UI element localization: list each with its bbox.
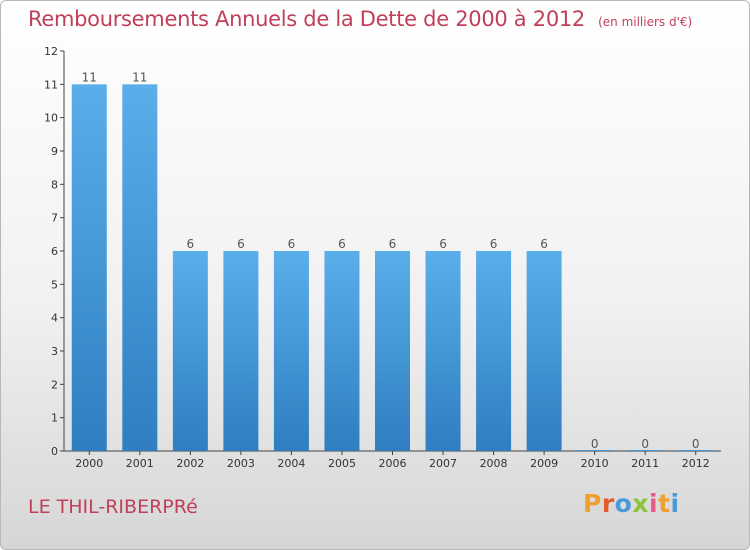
chart-title: Remboursements Annuels de la Dette de 20…	[28, 7, 585, 31]
commune-name: LE THIL-RIBERPRé	[28, 496, 198, 518]
data-label-2010: 0	[591, 437, 599, 451]
y-tick-label: 12	[44, 45, 58, 58]
x-tick-label: 2005	[328, 457, 356, 470]
x-tick-label: 2002	[176, 457, 204, 470]
bar-2006	[375, 251, 410, 451]
title-row: Remboursements Annuels de la Dette de 20…	[28, 7, 692, 31]
bar-2002	[172, 251, 208, 451]
x-tick-label: 2004	[277, 457, 305, 470]
logo-letter: o	[614, 489, 633, 518]
bar-2011	[627, 450, 663, 451]
data-label-2008: 6	[490, 237, 498, 251]
data-label-2001: 11	[132, 70, 147, 84]
chart-subtitle: (en milliers d'€)	[598, 15, 693, 29]
y-tick-label: 1	[51, 412, 58, 425]
y-tick-label: 7	[51, 212, 58, 225]
logo-letter: i	[649, 489, 659, 518]
x-tick-label: 2003	[227, 457, 255, 470]
x-tick-label: 2007	[429, 457, 457, 470]
y-tick-label: 8	[51, 178, 58, 191]
x-tick-label: 2011	[631, 457, 659, 470]
y-tick-label: 4	[51, 312, 58, 325]
data-labels: 11 11 6 6 6 6 6 6 6 6 0 0 0	[82, 70, 700, 451]
data-label-2000: 11	[82, 70, 97, 84]
y-tick-label: 0	[51, 445, 58, 458]
data-label-2006: 6	[389, 237, 397, 251]
logo-letter: P	[583, 489, 602, 518]
data-label-2003: 6	[237, 237, 245, 251]
data-label-2007: 6	[439, 237, 447, 251]
bar-2003	[223, 251, 259, 451]
x-tick-label: 2012	[682, 457, 710, 470]
bar-2005	[324, 251, 360, 451]
bar-2012	[678, 450, 714, 451]
y-tick-label: 5	[51, 278, 58, 291]
y-tick-label: 9	[51, 145, 58, 158]
x-tick-label: 2000	[75, 457, 103, 470]
bar-2000	[71, 84, 107, 451]
bar-2008	[476, 251, 512, 451]
y-tick-label: 6	[51, 245, 58, 258]
x-tick-label: 2006	[379, 457, 407, 470]
x-tick-label: 2008	[480, 457, 508, 470]
data-label-2004: 6	[288, 237, 296, 251]
data-label-2011: 0	[641, 437, 649, 451]
bar-2001	[122, 84, 158, 451]
proxiti-logo: Proxiti	[583, 489, 680, 518]
x-tick-label: 2009	[530, 457, 558, 470]
bar-2010	[577, 450, 613, 451]
bar-2007	[425, 251, 461, 451]
y-tick-label: 10	[44, 112, 58, 125]
logo-letter: r	[601, 489, 615, 518]
x-tick-label: 2001	[126, 457, 154, 470]
y-tick-label: 2	[51, 378, 58, 391]
data-label-2009: 6	[540, 237, 548, 251]
bars	[71, 84, 714, 451]
bar-2004	[273, 251, 309, 451]
y-tick-label: 3	[51, 345, 58, 358]
logo-letter: i	[670, 489, 680, 518]
data-label-2012: 0	[692, 437, 700, 451]
y-tick-label: 11	[44, 78, 58, 91]
bar-2009	[526, 251, 562, 451]
logo-letter: x	[632, 489, 649, 518]
data-label-2002: 6	[187, 237, 195, 251]
x-tick-label: 2010	[581, 457, 609, 470]
logo-letter: t	[658, 489, 671, 518]
data-label-2005: 6	[338, 237, 346, 251]
